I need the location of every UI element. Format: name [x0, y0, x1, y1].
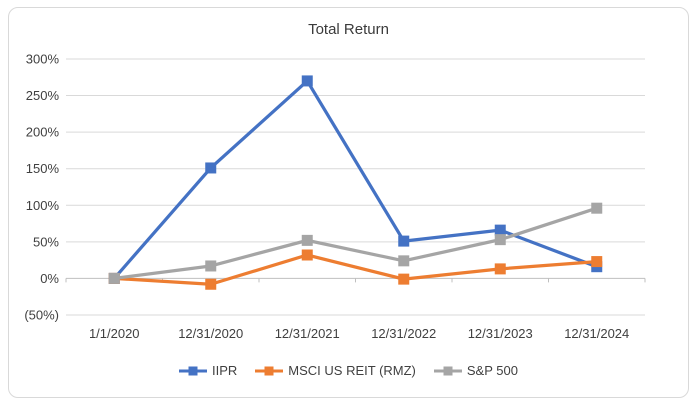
- data-point-marker: [398, 273, 410, 285]
- data-point-marker: [591, 256, 603, 268]
- series-line: [114, 206, 598, 281]
- legend-marker-icon: [179, 366, 207, 375]
- data-point-marker: [205, 278, 217, 290]
- y-axis-label: 100%: [26, 198, 60, 213]
- legend-label: MSCI US REIT (RMZ): [288, 363, 416, 378]
- chart-legend: IIPR MSCI US REIT (RMZ) S&P 500: [0, 363, 697, 378]
- data-point-marker: [494, 234, 506, 246]
- legend-label: S&P 500: [466, 363, 518, 378]
- y-axis-label: 0%: [40, 271, 59, 286]
- x-axis-label: 12/31/2022: [371, 326, 436, 341]
- data-point-marker: [494, 263, 506, 275]
- series-line: [114, 253, 597, 286]
- x-axis-label: 12/31/2024: [564, 326, 629, 341]
- y-axis-label: 200%: [26, 125, 60, 140]
- data-point-marker: [591, 202, 603, 214]
- series-line: [113, 79, 598, 280]
- chart-title: Total Return: [308, 21, 389, 38]
- data-point-marker: [494, 224, 506, 236]
- y-axis-label: 150%: [26, 161, 60, 176]
- data-point-marker: [301, 234, 313, 246]
- data-point-marker: [398, 235, 410, 247]
- x-axis-label: 12/31/2020: [178, 326, 243, 341]
- legend-item: S&P 500: [433, 363, 518, 378]
- data-point-marker: [205, 162, 217, 174]
- legend-item: MSCI US REIT (RMZ): [255, 363, 416, 378]
- legend-label: IIPR: [212, 363, 238, 378]
- legend-item: IIPR: [179, 363, 237, 378]
- data-point-marker: [205, 260, 217, 272]
- data-point-marker: [301, 249, 313, 261]
- y-axis-label: 250%: [26, 88, 60, 103]
- y-axis-label: (50%): [24, 307, 59, 322]
- x-axis-label: 12/31/2021: [275, 326, 340, 341]
- x-axis-label: 12/31/2023: [468, 326, 533, 341]
- data-point-marker: [301, 75, 313, 87]
- legend-marker-icon: [255, 366, 284, 375]
- data-point-marker: [108, 272, 120, 284]
- y-axis-label: 50%: [33, 234, 59, 249]
- y-axis-label: 300%: [26, 51, 60, 66]
- legend-marker-icon: [433, 366, 462, 375]
- data-point-marker: [398, 255, 410, 267]
- chart-border-frame: [8, 7, 689, 398]
- x-axis-label: 1/1/2020: [89, 326, 140, 341]
